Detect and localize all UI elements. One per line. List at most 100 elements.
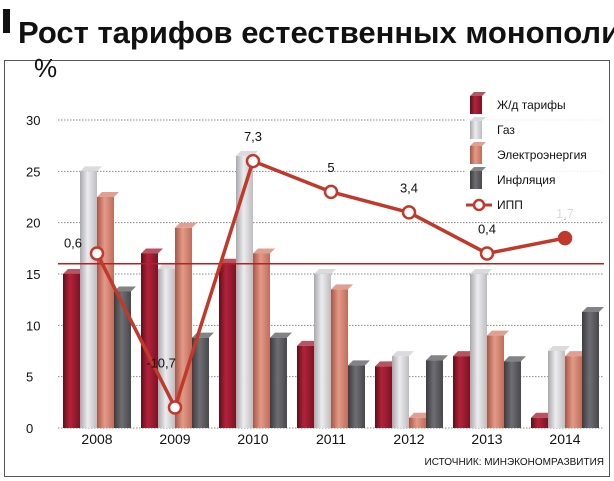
- legend-swatch-top: [470, 92, 486, 96]
- bar-body: [531, 417, 548, 428]
- bar-body: [314, 274, 331, 428]
- y-tick-label: 30: [26, 113, 40, 128]
- legend-label: Газ: [497, 123, 515, 137]
- bar: [63, 269, 85, 428]
- chart-border: [4, 60, 610, 477]
- bar: [141, 248, 163, 428]
- ipp-point-label: 3,4: [400, 180, 418, 195]
- y-axis-ticks: 0 5 10 15 20 25 30: [26, 113, 40, 436]
- x-category-label: 2010: [237, 431, 268, 447]
- bar-top: [453, 351, 475, 357]
- bar: [409, 412, 431, 428]
- bar: [158, 263, 180, 428]
- bar: [582, 306, 604, 428]
- bar-body: [470, 274, 487, 428]
- bar: [80, 166, 102, 429]
- bar: [470, 269, 492, 428]
- ipp-point: [245, 153, 261, 169]
- bar-body: [426, 360, 443, 428]
- bar-body: [331, 289, 348, 428]
- y-tick-label: 5: [26, 370, 33, 385]
- legend-swatch-top: [470, 142, 486, 146]
- bar-body: [582, 311, 599, 428]
- y-tick-label: 0: [26, 421, 33, 436]
- bar-top: [114, 286, 136, 292]
- bar: [392, 351, 414, 428]
- bar: [219, 258, 241, 428]
- bar-body: [141, 253, 158, 428]
- x-category-label: 2011: [316, 431, 346, 447]
- bar-body: [63, 274, 80, 428]
- bar-top: [253, 248, 275, 254]
- bar-body: [175, 227, 192, 428]
- ipp-point: [557, 230, 573, 246]
- bar: [253, 248, 275, 428]
- legend-swatch: [470, 146, 482, 164]
- bar-body: [297, 345, 314, 428]
- bar-body: [453, 356, 470, 428]
- bar-top: [409, 412, 431, 418]
- legend-label: Ж/д тарифы: [497, 98, 566, 112]
- bar-top: [158, 263, 180, 269]
- legend-swatch: [470, 96, 482, 114]
- bar: [331, 284, 353, 428]
- x-category-label: 2014: [549, 431, 580, 447]
- bar-body: [270, 337, 287, 428]
- bar-top: [270, 332, 292, 338]
- bar-body: [392, 356, 409, 428]
- y-tick-label: 10: [26, 318, 40, 333]
- bar-top: [331, 284, 353, 290]
- bar: [297, 340, 319, 428]
- bar-body: [97, 197, 114, 428]
- source-note: ИСТОЧНИК: МИНЭКОНОМРАЗВИТИЯ: [425, 457, 604, 468]
- bar-body: [253, 253, 270, 428]
- bars: [63, 150, 604, 429]
- bar: [348, 360, 370, 428]
- ipp-point: [323, 184, 339, 200]
- bar: [565, 351, 587, 428]
- bar-top: [192, 332, 214, 338]
- bar-top: [548, 346, 570, 351]
- ipp-point-label: 7,3: [244, 129, 262, 144]
- bar-top: [141, 248, 163, 254]
- bar-top: [531, 412, 553, 418]
- title-accent-bar: [3, 9, 10, 33]
- x-category-label: 2009: [159, 431, 190, 447]
- bar-top: [504, 356, 526, 362]
- x-axis-categories: 2008 2009 2010 2011 2012 2013 2014: [81, 431, 580, 447]
- chart-title: Рост тарифов естественных монополий: [18, 15, 614, 50]
- bar: [114, 286, 136, 428]
- bar: [453, 351, 475, 428]
- bar-body: [565, 356, 582, 428]
- bar-body: [487, 335, 504, 428]
- bar-top: [219, 258, 241, 264]
- bar: [175, 222, 197, 428]
- bar-top: [97, 192, 119, 197]
- legend-label: ИПП: [497, 198, 523, 212]
- bar-body: [348, 365, 365, 428]
- legend-background: [466, 90, 606, 219]
- ipp-point-label: 5: [327, 160, 334, 175]
- bar-top: [80, 166, 102, 172]
- bar: [531, 412, 553, 428]
- bar-body: [504, 361, 521, 428]
- ipp-point: [167, 400, 183, 415]
- bar-body: [375, 366, 392, 428]
- bar-body: [548, 351, 565, 428]
- ipp-point-label: 0,4: [478, 221, 496, 236]
- legend-swatch: [470, 121, 482, 139]
- bar-top: [314, 269, 336, 274]
- bar-body: [114, 291, 131, 428]
- bar-top: [348, 360, 370, 366]
- x-category-label: 2008: [81, 431, 112, 447]
- bar-top: [565, 351, 587, 357]
- bar-body: [192, 337, 209, 428]
- x-category-label: 2013: [471, 431, 502, 447]
- bar-body: [158, 268, 175, 428]
- unit-label: %: [34, 53, 57, 83]
- y-tick-label: 15: [26, 267, 40, 282]
- bar-top: [487, 330, 509, 336]
- bar: [314, 269, 336, 428]
